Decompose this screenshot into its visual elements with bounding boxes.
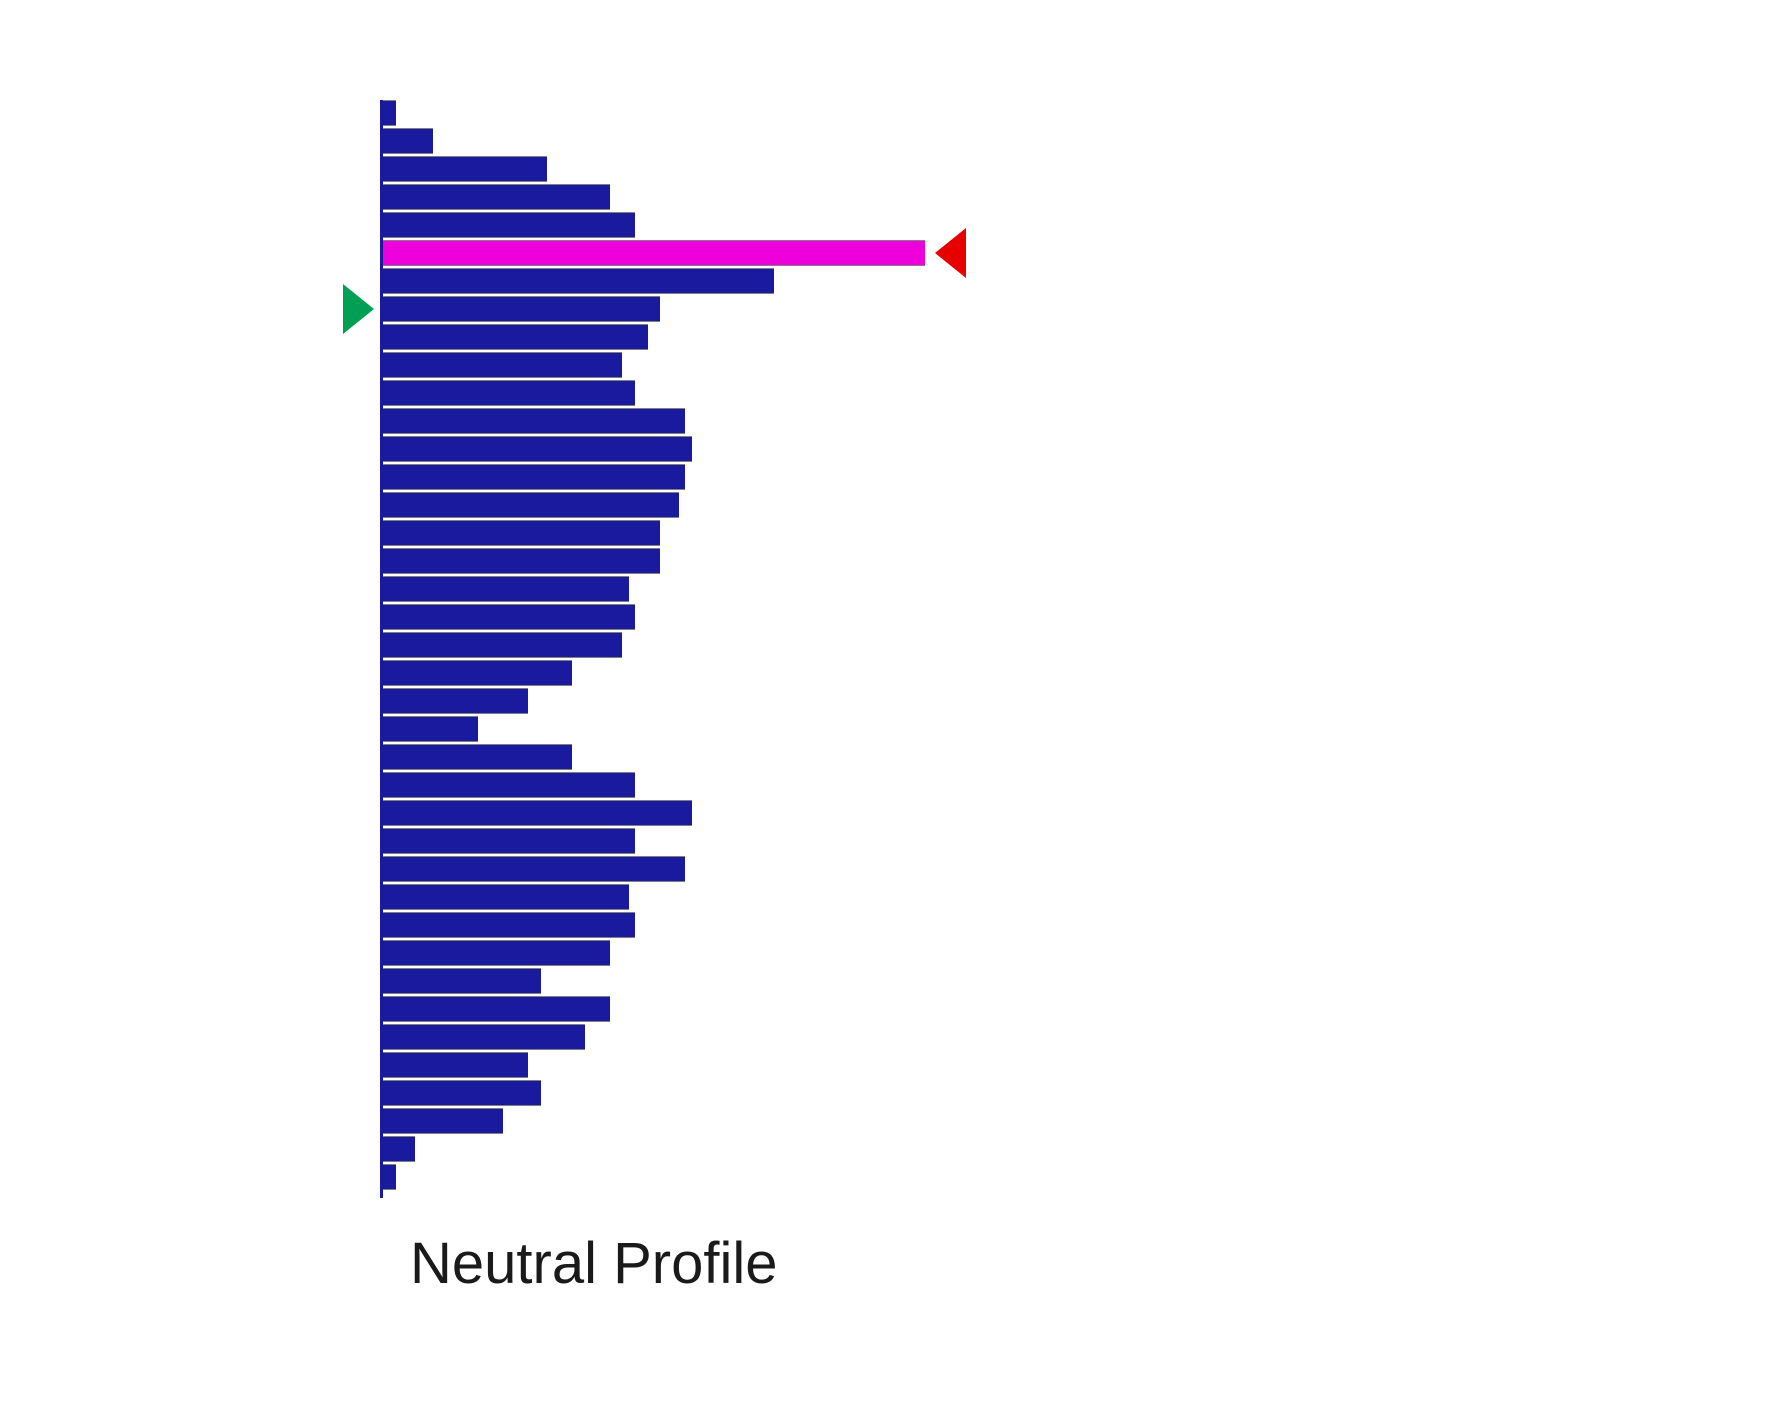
profile-bar	[383, 660, 572, 686]
profile-bar	[383, 996, 610, 1022]
profile-bar	[383, 296, 660, 322]
profile-chart: Neutral Profile	[380, 100, 1280, 1300]
profile-bar	[383, 184, 610, 210]
profile-bar	[383, 1136, 415, 1162]
profile-bar	[383, 884, 629, 910]
profile-bar	[383, 1164, 396, 1190]
chart-title: Neutral Profile	[410, 1230, 777, 1297]
profile-bar	[383, 716, 478, 742]
profile-bar	[383, 800, 692, 826]
profile-bar	[383, 324, 648, 350]
profile-bar	[383, 744, 572, 770]
profile-bar	[383, 268, 774, 294]
profile-bar-highlight	[383, 240, 925, 266]
green-arrow-marker	[343, 284, 374, 334]
profile-bar	[383, 1108, 503, 1134]
profile-bar	[383, 968, 541, 994]
profile-bar	[383, 464, 685, 490]
profile-bar	[383, 772, 635, 798]
profile-bar	[383, 856, 685, 882]
profile-bar	[383, 492, 679, 518]
profile-bar	[383, 688, 528, 714]
profile-bar	[383, 100, 396, 126]
profile-bar	[383, 212, 635, 238]
profile-bar	[383, 1024, 585, 1050]
profile-bar	[383, 548, 660, 574]
profile-bar	[383, 1080, 541, 1106]
profile-bar	[383, 128, 433, 154]
profile-bar	[383, 436, 692, 462]
profile-bar	[383, 940, 610, 966]
profile-bar	[383, 604, 635, 630]
profile-bar	[383, 520, 660, 546]
profile-bar	[383, 156, 547, 182]
profile-bar	[383, 408, 685, 434]
profile-bar	[383, 352, 622, 378]
profile-bar	[383, 828, 635, 854]
profile-bar	[383, 912, 635, 938]
profile-bar	[383, 632, 622, 658]
red-arrow-marker	[935, 228, 966, 278]
profile-bar	[383, 1052, 528, 1078]
profile-bar	[383, 576, 629, 602]
profile-bar	[383, 380, 635, 406]
